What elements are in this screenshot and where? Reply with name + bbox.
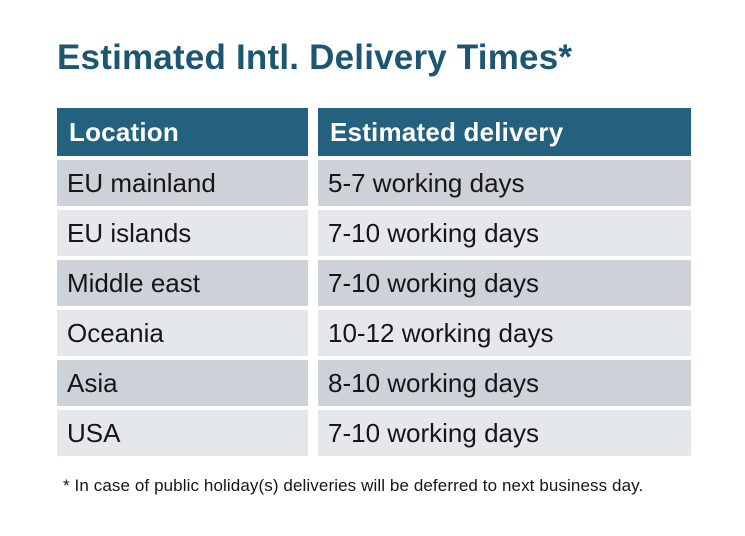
table-cell-location: EU mainland bbox=[57, 160, 308, 207]
delivery-times-table: Location Estimated delivery EU mainland … bbox=[57, 108, 691, 457]
table-cell-location: Oceania bbox=[57, 310, 308, 357]
table-cell-delivery: 8-10 working days bbox=[318, 360, 691, 407]
table-cell-location: Middle east bbox=[57, 260, 308, 307]
table-cell-location: USA bbox=[57, 410, 308, 457]
table-cell-delivery: 10-12 working days bbox=[318, 310, 691, 357]
table-cell-delivery: 7-10 working days bbox=[318, 260, 691, 307]
table-cell-location: EU islands bbox=[57, 210, 308, 257]
table-cell-delivery: 7-10 working days bbox=[318, 210, 691, 257]
footnote: * In case of public holiday(s) deliverie… bbox=[63, 476, 644, 496]
table-cell-location: Asia bbox=[57, 360, 308, 407]
page-title: Estimated Intl. Delivery Times* bbox=[57, 38, 573, 77]
table-cell-delivery: 5-7 working days bbox=[318, 160, 691, 207]
column-header-estimated-delivery: Estimated delivery bbox=[318, 108, 691, 157]
column-header-location: Location bbox=[57, 108, 308, 157]
table-cell-delivery: 7-10 working days bbox=[318, 410, 691, 457]
